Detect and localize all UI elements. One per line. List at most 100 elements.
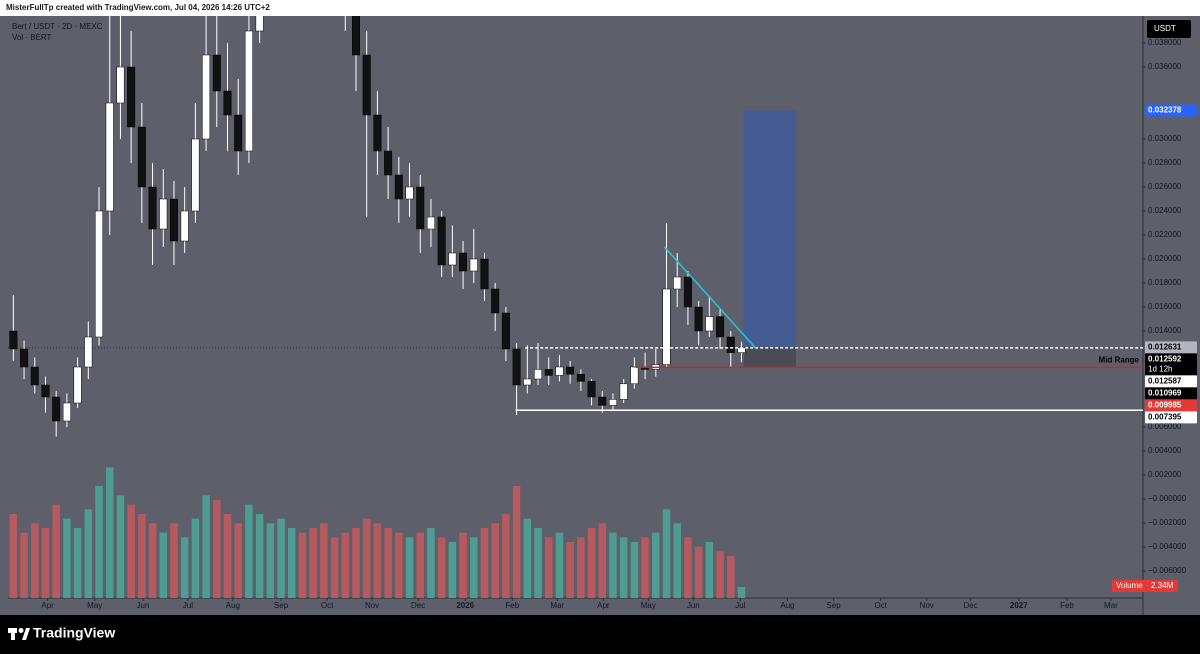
y-tick-label: 0.024000 <box>1148 206 1182 215</box>
volume-bar <box>352 528 360 598</box>
price-label-box <box>1145 104 1197 117</box>
x-tick-label: Dec <box>411 601 425 610</box>
x-tick-label: Oct <box>874 601 887 610</box>
x-tick-label: May <box>641 601 656 610</box>
y-tick-label: 0.022000 <box>1148 230 1182 239</box>
candle-body <box>437 216 446 266</box>
candle-body <box>469 258 478 272</box>
candle-body <box>148 186 157 230</box>
volume-bar <box>52 504 60 598</box>
x-tick-label: Nov <box>920 601 934 610</box>
countdown: 1d 12h <box>1148 365 1172 374</box>
candle-body <box>512 348 521 386</box>
plot <box>8 16 1143 598</box>
volume-bar <box>694 546 703 598</box>
volume-bar <box>630 542 639 598</box>
x-tick-label: Apr <box>41 601 54 610</box>
candle-body <box>566 366 575 375</box>
volume-bar <box>223 514 232 598</box>
volume-bar <box>9 514 18 598</box>
candle-body <box>41 384 50 398</box>
volume-bar <box>20 532 28 598</box>
y-tick-label: −0.002000 <box>1148 518 1187 527</box>
y-tick-label: −0.004000 <box>1148 542 1187 551</box>
volume-bar <box>105 467 114 598</box>
candle-body <box>405 186 414 200</box>
credit-bar <box>0 0 1200 16</box>
x-tick-label: Aug <box>226 601 240 610</box>
candle-body <box>694 306 703 332</box>
x-tick-label: Sep <box>274 601 289 610</box>
x-tick-label: 2027 <box>1010 601 1028 610</box>
volume-bar <box>309 528 317 598</box>
candle-body <box>169 198 178 242</box>
y-tick-label: 0.038000 <box>1148 38 1182 47</box>
y-tick-label: 0.016000 <box>1148 302 1182 311</box>
price-label: 0.010969 <box>1148 389 1182 398</box>
volume-bar <box>127 504 135 598</box>
candle-body <box>705 316 714 332</box>
volume-bar <box>234 523 242 598</box>
volume-bar <box>330 537 339 598</box>
y-tick-label: 0.020000 <box>1148 254 1182 263</box>
x-tick-label: Aug <box>780 601 794 610</box>
candle-body <box>137 126 146 188</box>
brand-logo <box>8 628 30 640</box>
volume-bar <box>587 528 596 598</box>
price-label: 0.012631 <box>1148 343 1182 352</box>
volume-bar <box>727 556 735 598</box>
volume-bar <box>159 532 168 598</box>
volume-bar <box>266 523 275 598</box>
candle-body <box>480 258 489 290</box>
volume-bar <box>384 528 392 598</box>
y-tick-label: −0.000000 <box>1148 494 1187 503</box>
candle-body <box>84 336 93 368</box>
volume-bar <box>202 495 210 598</box>
volume-bar <box>245 504 253 598</box>
volume-bar <box>95 486 103 598</box>
candle-body <box>127 66 136 128</box>
candle-body <box>683 276 692 308</box>
volume-bar <box>684 537 692 598</box>
volume-bar <box>448 542 457 598</box>
volume-bar <box>416 532 424 598</box>
volume-bar <box>73 528 82 598</box>
y-tick-label: 0.006000 <box>1148 422 1182 431</box>
volume-bar <box>577 537 585 598</box>
volume-bar <box>255 514 264 598</box>
volume-bar <box>737 587 746 598</box>
price-label: 0.032378 <box>1148 106 1182 115</box>
price-label-box <box>1145 341 1197 354</box>
candle-body <box>576 373 585 382</box>
candle-body <box>501 312 510 350</box>
volume-bar <box>641 537 649 598</box>
x-tick-label: May <box>87 601 102 610</box>
candle-body <box>598 396 607 406</box>
currency-box[interactable] <box>1147 20 1191 38</box>
volume-bar <box>84 509 93 598</box>
volume-bar <box>470 537 478 598</box>
volume-bar <box>341 532 350 598</box>
volume-bar <box>395 532 403 598</box>
volume-bar <box>609 532 617 598</box>
volume-bar <box>320 523 328 598</box>
x-tick-label: Jul <box>735 601 745 610</box>
candle-body <box>416 186 425 230</box>
candle-body <box>116 66 125 104</box>
chart-background <box>0 16 1200 615</box>
currency[interactable]: USDT <box>1154 24 1176 33</box>
y-tick-label: −0.006000 <box>1148 566 1187 575</box>
candle-body <box>426 216 435 230</box>
volume-bar <box>598 523 607 598</box>
x-tick-label: Jun <box>136 601 149 610</box>
volume-bar <box>191 518 200 598</box>
candle-body <box>212 54 221 92</box>
volume-bar <box>373 523 382 598</box>
candle-body <box>20 348 29 368</box>
candle-body <box>362 54 371 116</box>
trendline[interactable] <box>663 246 756 349</box>
x-tick-label: Apr <box>597 601 610 610</box>
candle-body <box>587 381 596 398</box>
volume-bar <box>298 532 307 598</box>
candle-body <box>619 383 628 400</box>
